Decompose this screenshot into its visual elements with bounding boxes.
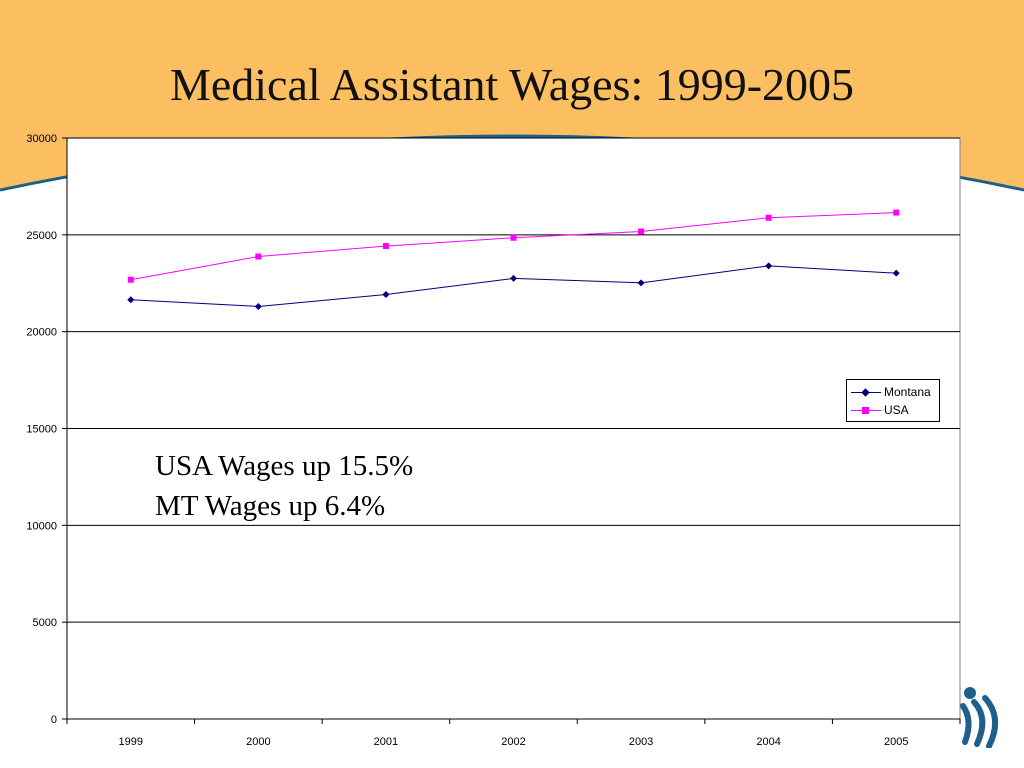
legend-swatch-usa xyxy=(851,406,881,414)
x-tick-label: 2002 xyxy=(501,736,525,748)
data-point-montana xyxy=(254,302,262,310)
data-point-usa xyxy=(765,214,772,221)
data-point-usa xyxy=(255,253,262,260)
y-tick-label: 30000 xyxy=(26,133,57,145)
legend-label-usa: USA xyxy=(884,403,909,417)
legend-label-montana: Montana xyxy=(884,385,931,399)
x-tick-label: 2004 xyxy=(756,736,780,748)
x-tick-label: 2003 xyxy=(629,736,653,748)
data-point-usa xyxy=(638,228,645,235)
legend-item-montana: Montana xyxy=(851,383,931,401)
data-point-montana xyxy=(382,290,390,298)
data-point-montana xyxy=(637,279,645,287)
mt-wage-annotation: MT Wages up 6.4% xyxy=(155,490,386,522)
gridlines xyxy=(67,137,960,623)
logo-icon xyxy=(960,687,998,748)
x-tick-label: 2000 xyxy=(246,736,270,748)
square-marker-icon xyxy=(862,406,869,414)
legend-swatch-montana xyxy=(851,387,881,397)
y-tick-label: 25000 xyxy=(26,230,57,242)
y-tick-label: 20000 xyxy=(26,327,57,339)
x-tick-label: 2001 xyxy=(374,736,398,748)
data-point-montana xyxy=(127,296,135,304)
data-point-usa xyxy=(382,243,389,250)
data-point-usa xyxy=(893,209,900,216)
data-point-usa xyxy=(127,276,134,283)
diamond-marker-icon xyxy=(861,387,870,397)
y-tick-label: 0 xyxy=(51,714,57,726)
data-point-montana xyxy=(765,262,773,270)
data-point-montana xyxy=(510,274,517,282)
usa-wage-annotation: USA Wages up 15.5% xyxy=(155,450,414,482)
y-tick-label: 5000 xyxy=(33,617,57,629)
y-tick-label: 10000 xyxy=(26,520,57,532)
data-point-usa xyxy=(510,234,517,241)
series xyxy=(127,209,900,310)
chart-legend: Montana USA xyxy=(846,379,940,422)
axes: 0 5000 10000 15000 20000 25000 30000 1999 2000 20… xyxy=(26,133,961,748)
y-tick-label: 15000 xyxy=(26,424,57,436)
x-tick-label: 1999 xyxy=(119,736,143,748)
x-tick-label: 2005 xyxy=(884,736,908,748)
data-point-montana xyxy=(892,269,900,277)
legend-item-usa: USA xyxy=(851,401,909,419)
slide-title: Medical Assistant Wages: 1999-2005 xyxy=(169,59,855,110)
